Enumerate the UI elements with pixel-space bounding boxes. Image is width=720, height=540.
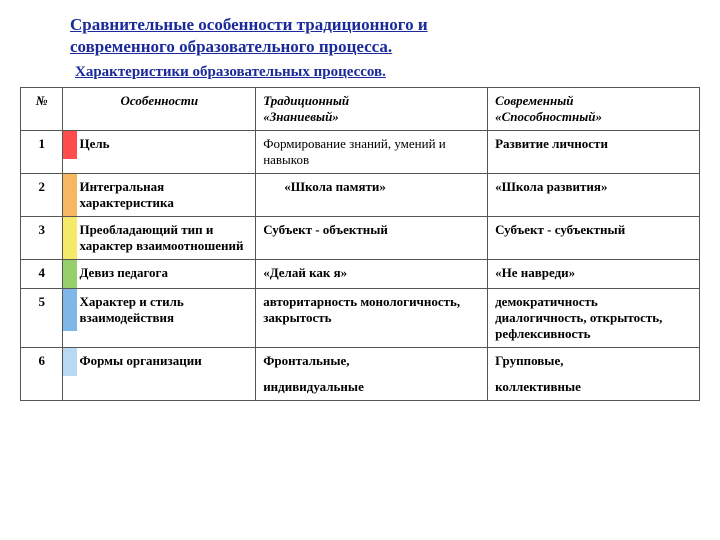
row-number: 1 [21,131,63,174]
table-row: 4 Девиз педагога«Делай как я»«Не навреди» [21,260,700,289]
row-feature: Цель [63,131,256,174]
row-number: 6 [21,348,63,401]
row-traditional: Субъект - объектный [256,217,488,260]
row-feature: Девиз педагога [63,260,256,289]
color-stripe [63,289,77,331]
title-line1: Сравнительные особенности традиционного … [70,15,428,34]
header-traditional: Традиционный «Знаниевый» [256,88,488,131]
color-stripe [63,131,77,159]
row-traditional: «Школа памяти» [256,174,488,217]
row-modern: «Школа развития» [488,174,700,217]
row-modern: Субъект - субъектный [488,217,700,260]
row-number: 2 [21,174,63,217]
row-modern: Развитие личности [488,131,700,174]
row-feature: Преобладающий тип и характер взаимоотнош… [63,217,256,260]
table-row: 5 Характер и стиль взаимодействияавторита… [21,289,700,348]
row-feature: Формы организации [63,348,256,401]
row-number: 5 [21,289,63,348]
comparison-table: № Особенности Традиционный «Знаниевый» С… [20,87,700,401]
header-modern: Современный «Способностный» [488,88,700,131]
feature-label: Цель [77,131,255,157]
row-traditional: Фронтальные,индивидуальные [256,348,488,401]
row-feature: Характер и стиль взаимодействия [63,289,256,348]
header-features: Особенности [63,88,256,131]
row-traditional: «Делай как я» [256,260,488,289]
row-modern: демократичность диалогичность, открытост… [488,289,700,348]
feature-label: Интегральная характеристика [77,174,255,216]
feature-label: Девиз педагога [77,260,255,286]
color-stripe [63,217,77,259]
row-number: 4 [21,260,63,289]
row-number: 3 [21,217,63,260]
table-row: 2 Интегральная характеристика«Школа памят… [21,174,700,217]
color-stripe [63,348,77,376]
color-stripe [63,260,77,288]
table-row: 3 Преобладающий тип и характер взаимоотно… [21,217,700,260]
table-header-row: № Особенности Традиционный «Знаниевый» С… [21,88,700,131]
row-feature: Интегральная характеристика [63,174,256,217]
row-traditional: авторитарность монологичность, закрытост… [256,289,488,348]
table-row: 1 ЦельФормирование знаний, умений и навык… [21,131,700,174]
row-traditional: Формирование знаний, умений и навыков [256,131,488,174]
page-subtitle: Характеристики образовательных процессов… [75,64,700,81]
row-modern: «Не навреди» [488,260,700,289]
page-title: Сравнительные особенности традиционного … [70,14,700,58]
table-row: 6 Формы организацииФронтальные,индивидуал… [21,348,700,401]
title-line2: современного образовательного процесса. [70,37,392,56]
row-modern: Групповые,коллективные [488,348,700,401]
feature-label: Преобладающий тип и характер взаимоотнош… [77,217,255,259]
feature-label: Характер и стиль взаимодействия [77,289,255,331]
header-num: № [21,88,63,131]
color-stripe [63,174,77,216]
feature-label: Формы организации [77,348,255,374]
